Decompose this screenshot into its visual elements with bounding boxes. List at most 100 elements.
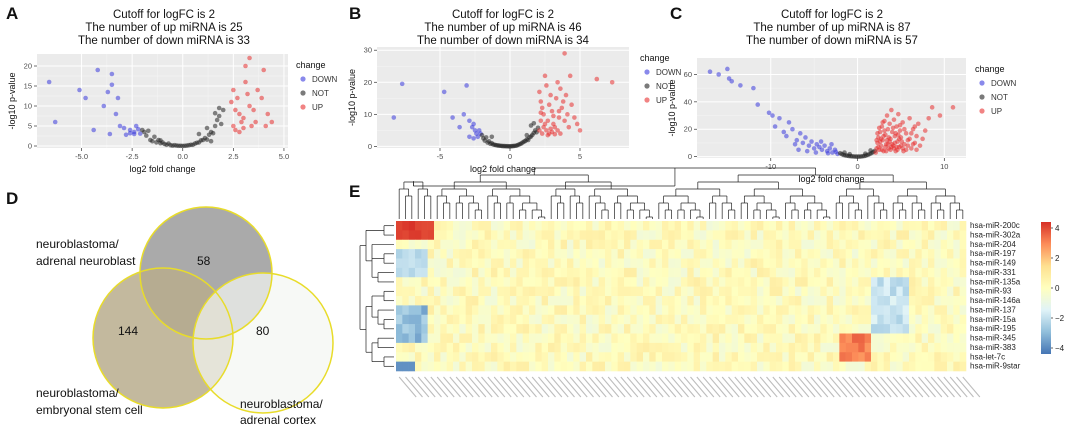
heatmap-cell: [554, 258, 561, 269]
legend-swatch-not: [644, 83, 650, 89]
heatmap-cell: [655, 324, 663, 334]
heatmap-cell: [883, 333, 891, 344]
heatmap-cell: [744, 352, 751, 362]
heatmap-cell: [852, 324, 859, 334]
point-down: [117, 123, 123, 129]
heatmap-cell: [548, 221, 555, 231]
point-up: [237, 129, 242, 135]
heatmap-cell: [757, 361, 764, 372]
heatmap-cell: [959, 296, 967, 306]
heatmap-cell: [940, 361, 948, 372]
point-up: [553, 96, 559, 101]
heatmap-cell: [624, 324, 631, 334]
heatmap-cell: [959, 305, 967, 316]
heatmap-cell: [535, 361, 542, 372]
heatmap-cell: [643, 239, 650, 250]
heatmap-cell: [522, 277, 530, 287]
point-up: [890, 125, 896, 131]
heatmap-cell: [579, 230, 587, 241]
heatmap-cell: [567, 305, 574, 316]
point-not: [152, 134, 157, 140]
point-up: [894, 124, 899, 129]
heatmap-cell: [687, 249, 694, 259]
heatmap-cell: [541, 342, 549, 353]
heatmap-cell: [807, 221, 815, 231]
x-tick-label: 5.0: [279, 152, 289, 161]
heatmap-cell: [617, 314, 625, 325]
point-up: [897, 122, 903, 128]
heatmap-cell: [497, 277, 504, 287]
heatmap-cell: [440, 258, 447, 269]
heatmap-cell: [662, 230, 669, 241]
heatmap-cell: [548, 296, 555, 306]
heatmap-cell: [719, 333, 726, 344]
heatmap-column-label: [715, 376, 734, 398]
heatmap-cell: [421, 324, 428, 334]
point-up: [882, 128, 887, 133]
point-down: [825, 150, 831, 156]
heatmap-cell: [535, 324, 542, 334]
heatmap-cell: [529, 361, 536, 372]
point-up: [265, 111, 271, 117]
heatmap-cell: [814, 249, 821, 259]
heatmap-cell: [415, 361, 422, 372]
heatmap-cell: [491, 221, 498, 231]
heatmap-cell: [624, 221, 631, 231]
point-not: [483, 135, 489, 140]
heatmap-cell: [529, 286, 536, 297]
heatmap-cell: [871, 267, 878, 278]
colorbar-tick-label: 0: [1055, 284, 1060, 293]
heatmap-cell: [415, 342, 422, 353]
heatmap-cell: [750, 249, 758, 259]
heatmap-cell: [636, 286, 644, 297]
heatmap-cell: [959, 239, 967, 250]
heatmap-column-label: [747, 376, 765, 398]
heatmap-cell: [782, 305, 789, 316]
heatmap-cell: [617, 352, 625, 362]
heatmap-cell: [807, 258, 815, 269]
heatmap-cell: [465, 296, 473, 306]
heatmap-cell: [396, 286, 403, 297]
heatmap-cell: [415, 352, 422, 362]
heatmap-cell: [497, 249, 504, 259]
heatmap-cell: [567, 296, 574, 306]
heatmap-cell: [655, 230, 663, 241]
y-tick-label: 5: [28, 122, 32, 131]
heatmap-cell: [871, 314, 878, 325]
heatmap-cell: [852, 258, 859, 269]
heatmap-cell: [529, 333, 536, 344]
point-down: [804, 148, 810, 154]
heatmap-cell: [503, 230, 511, 241]
heatmap-cell: [864, 342, 872, 353]
heatmap-cell: [890, 324, 897, 334]
heatmap-column-label: [481, 376, 499, 398]
heatmap-cell: [668, 230, 675, 241]
heatmap-cell: [674, 296, 682, 306]
heatmap-cell: [465, 324, 473, 334]
heatmap-cell: [750, 286, 758, 297]
heatmap-cell: [858, 305, 865, 316]
heatmap-cell: [459, 230, 466, 241]
heatmap-cell: [687, 342, 694, 353]
heatmap-column-label: [658, 376, 677, 398]
heatmap-column-label: [861, 376, 879, 398]
heatmap-cell: [630, 267, 637, 278]
heatmap-column-label: [544, 376, 563, 398]
heatmap-column-label: [595, 376, 613, 398]
heatmap-cell: [649, 277, 656, 287]
heatmap-cell: [719, 221, 726, 231]
heatmap-cell: [472, 361, 479, 372]
heatmap-cell: [567, 277, 574, 287]
heatmap-cell: [700, 221, 707, 231]
heatmap-cell: [833, 361, 840, 372]
heatmap-cell: [472, 277, 479, 287]
heatmap-cell: [598, 333, 606, 344]
heatmap-cell: [434, 361, 441, 372]
heatmap-cell: [472, 239, 479, 250]
heatmap-cell: [890, 277, 897, 287]
heatmap-cell: [801, 230, 808, 241]
heatmap-cell: [877, 342, 884, 353]
heatmap-cell: [776, 230, 783, 241]
heatmap-column-label: [778, 376, 797, 398]
